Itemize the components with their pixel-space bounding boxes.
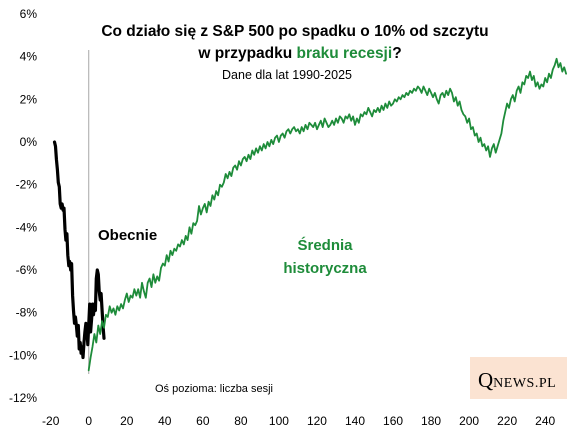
y-tick-label: 4% — [20, 50, 38, 64]
logo-initial: Q — [478, 368, 493, 392]
average-series-line — [87, 57, 567, 372]
y-tick-label: -10% — [9, 348, 37, 362]
y-tick-label: -12% — [9, 391, 37, 405]
x-tick-label: -20 — [42, 414, 60, 428]
current-series-line — [52, 140, 106, 360]
x-tick-label: 140 — [345, 414, 365, 428]
logo-text: QNEWS.PL — [478, 368, 556, 392]
x-axis-note: Oś pozioma: liczba sesji — [155, 383, 273, 395]
qnews-logo: QNEWS.PL — [470, 357, 567, 399]
y-axis-ticks: -12% -10% -8% -6% -4% -2% 0% 2% 4% 6% — [9, 7, 37, 405]
x-tick-label: 180 — [421, 414, 441, 428]
x-tick-label: 60 — [196, 414, 210, 428]
x-tick-label: 80 — [234, 414, 248, 428]
chart-title-line1: Co działo się z S&P 500 po spadku o 10% … — [101, 23, 488, 40]
x-tick-label: 20 — [120, 414, 134, 428]
chart-title-line2-accent: braku recesji — [297, 45, 393, 62]
current-series-label: Obecnie — [98, 227, 157, 244]
chart-title-line2: w przypadku braku recesji? — [197, 45, 401, 62]
y-tick-label: 6% — [20, 7, 38, 21]
x-tick-label: 0 — [85, 414, 92, 428]
logo-rest: NEWS.PL — [493, 376, 556, 391]
x-tick-label: 120 — [307, 414, 327, 428]
chart-subtitle: Dane dla lat 1990-2025 — [222, 68, 352, 82]
average-series-label-line1: Średnia — [297, 236, 353, 254]
x-tick-label: 220 — [497, 414, 517, 428]
logo-background — [470, 357, 567, 399]
x-tick-label: 40 — [158, 414, 172, 428]
plot-area — [52, 50, 567, 374]
x-tick-label: 160 — [383, 414, 403, 428]
x-tick-label: 240 — [535, 414, 555, 428]
y-tick-label: -6% — [16, 263, 38, 277]
chart-title-line2-prefix: w przypadku — [197, 45, 296, 62]
y-tick-label: 0% — [20, 135, 38, 149]
chart-title-line2-suffix: ? — [392, 45, 401, 62]
y-tick-label: -2% — [16, 178, 38, 192]
y-tick-label: 2% — [20, 92, 38, 106]
x-axis-ticks: -20 0 20 40 60 80 100 120 140 160 180 200 220 240 — [42, 414, 555, 428]
x-tick-label: 100 — [269, 414, 289, 428]
x-tick-label: 200 — [459, 414, 479, 428]
average-series-label-line2: historyczna — [283, 260, 367, 277]
y-tick-label: -4% — [16, 220, 38, 234]
y-tick-label: -8% — [16, 306, 38, 320]
